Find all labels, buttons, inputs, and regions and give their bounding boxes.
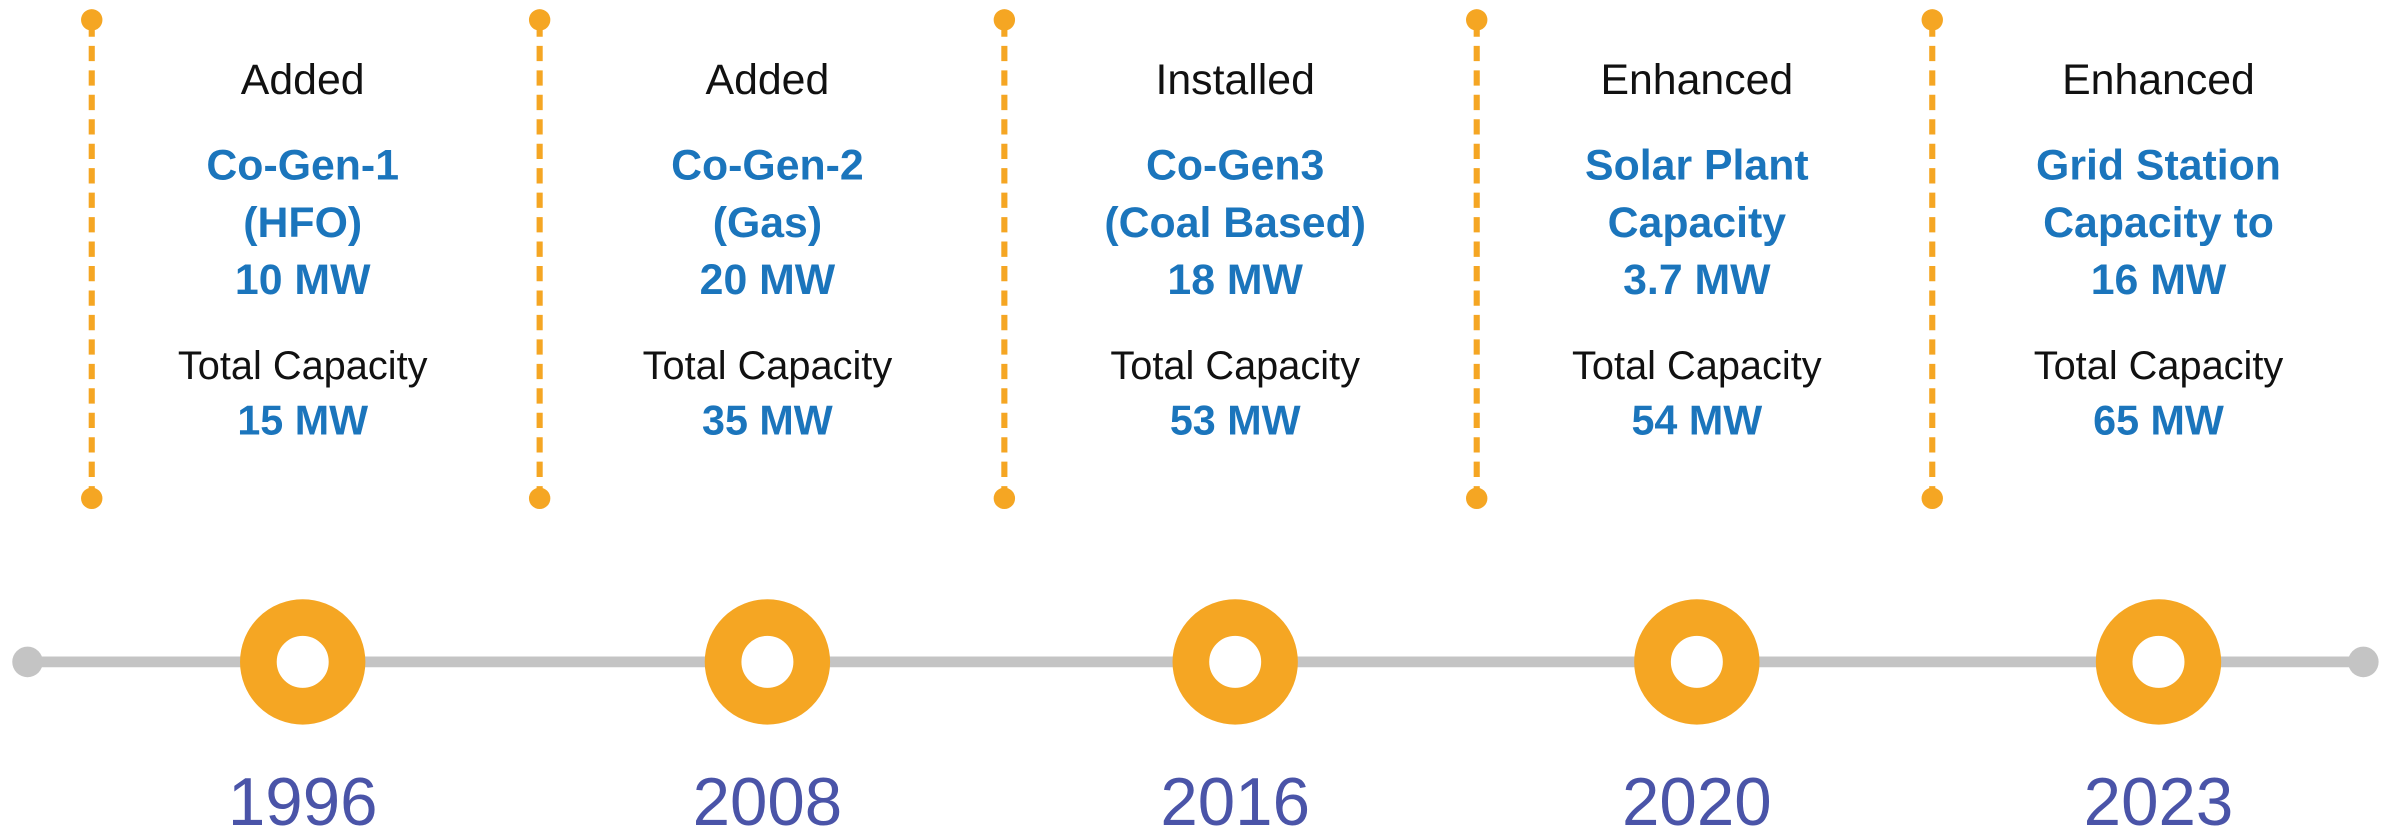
event-year: 2008 [693,765,843,840]
total-value: 35 MW [702,397,833,443]
total-value: 15 MW [237,397,368,443]
connector-dot [1921,9,1943,31]
milestone-ring [240,599,366,725]
event-title: Co-Gen3 [1146,141,1324,189]
connector-dot [81,487,103,510]
total-label: Total Capacity [643,344,893,388]
milestone-ring [1634,599,1760,725]
axis-end [12,646,43,678]
event-title: Capacity [1608,199,1787,247]
event-title: (Gas) [713,199,822,247]
event-year: 2016 [1160,765,1310,840]
event-title: Co-Gen-1 [206,141,399,189]
connector-dot [81,9,103,31]
total-label: Total Capacity [1110,344,1360,388]
event-title: 18 MW [1167,256,1303,304]
total-label: Total Capacity [1572,344,1822,388]
total-label: Total Capacity [178,344,428,388]
event-title: (HFO) [243,199,362,247]
event-title: Solar Plant [1585,141,1809,189]
event-title: 20 MW [700,256,836,304]
event-title: Grid Station [2036,141,2281,189]
event-action: Added [706,56,830,104]
event-year: 1996 [228,765,378,840]
event-action: Enhanced [2062,56,2255,104]
total-value: 65 MW [2093,397,2224,443]
event-title: 16 MW [2091,256,2227,304]
event-title: 10 MW [235,256,371,304]
connector-dot [528,487,551,510]
connector-dot [993,9,1016,31]
connector-dot [1466,487,1488,510]
connector-dot [1466,9,1488,31]
event-year: 2023 [2084,765,2234,840]
total-label: Total Capacity [2034,344,2284,388]
event-action: Enhanced [1600,56,1793,104]
event-action: Installed [1155,56,1314,104]
event-action: Added [241,56,365,104]
event-title: 3.7 MW [1623,256,1771,304]
connector-dot [528,9,551,31]
milestone-ring [1172,599,1298,725]
connector-dot [993,487,1016,510]
total-value: 54 MW [1631,397,1762,443]
connector-dot [1921,487,1943,510]
milestone-ring [2095,599,2222,725]
event-year: 2020 [1622,765,1772,840]
total-value: 53 MW [1170,397,1301,443]
event-title: Co-Gen-2 [671,141,864,189]
event-title: (Coal Based) [1104,199,1366,247]
milestone-ring [704,599,831,725]
event-title: Capacity to [2043,199,2274,247]
axis-end [2348,646,2379,678]
